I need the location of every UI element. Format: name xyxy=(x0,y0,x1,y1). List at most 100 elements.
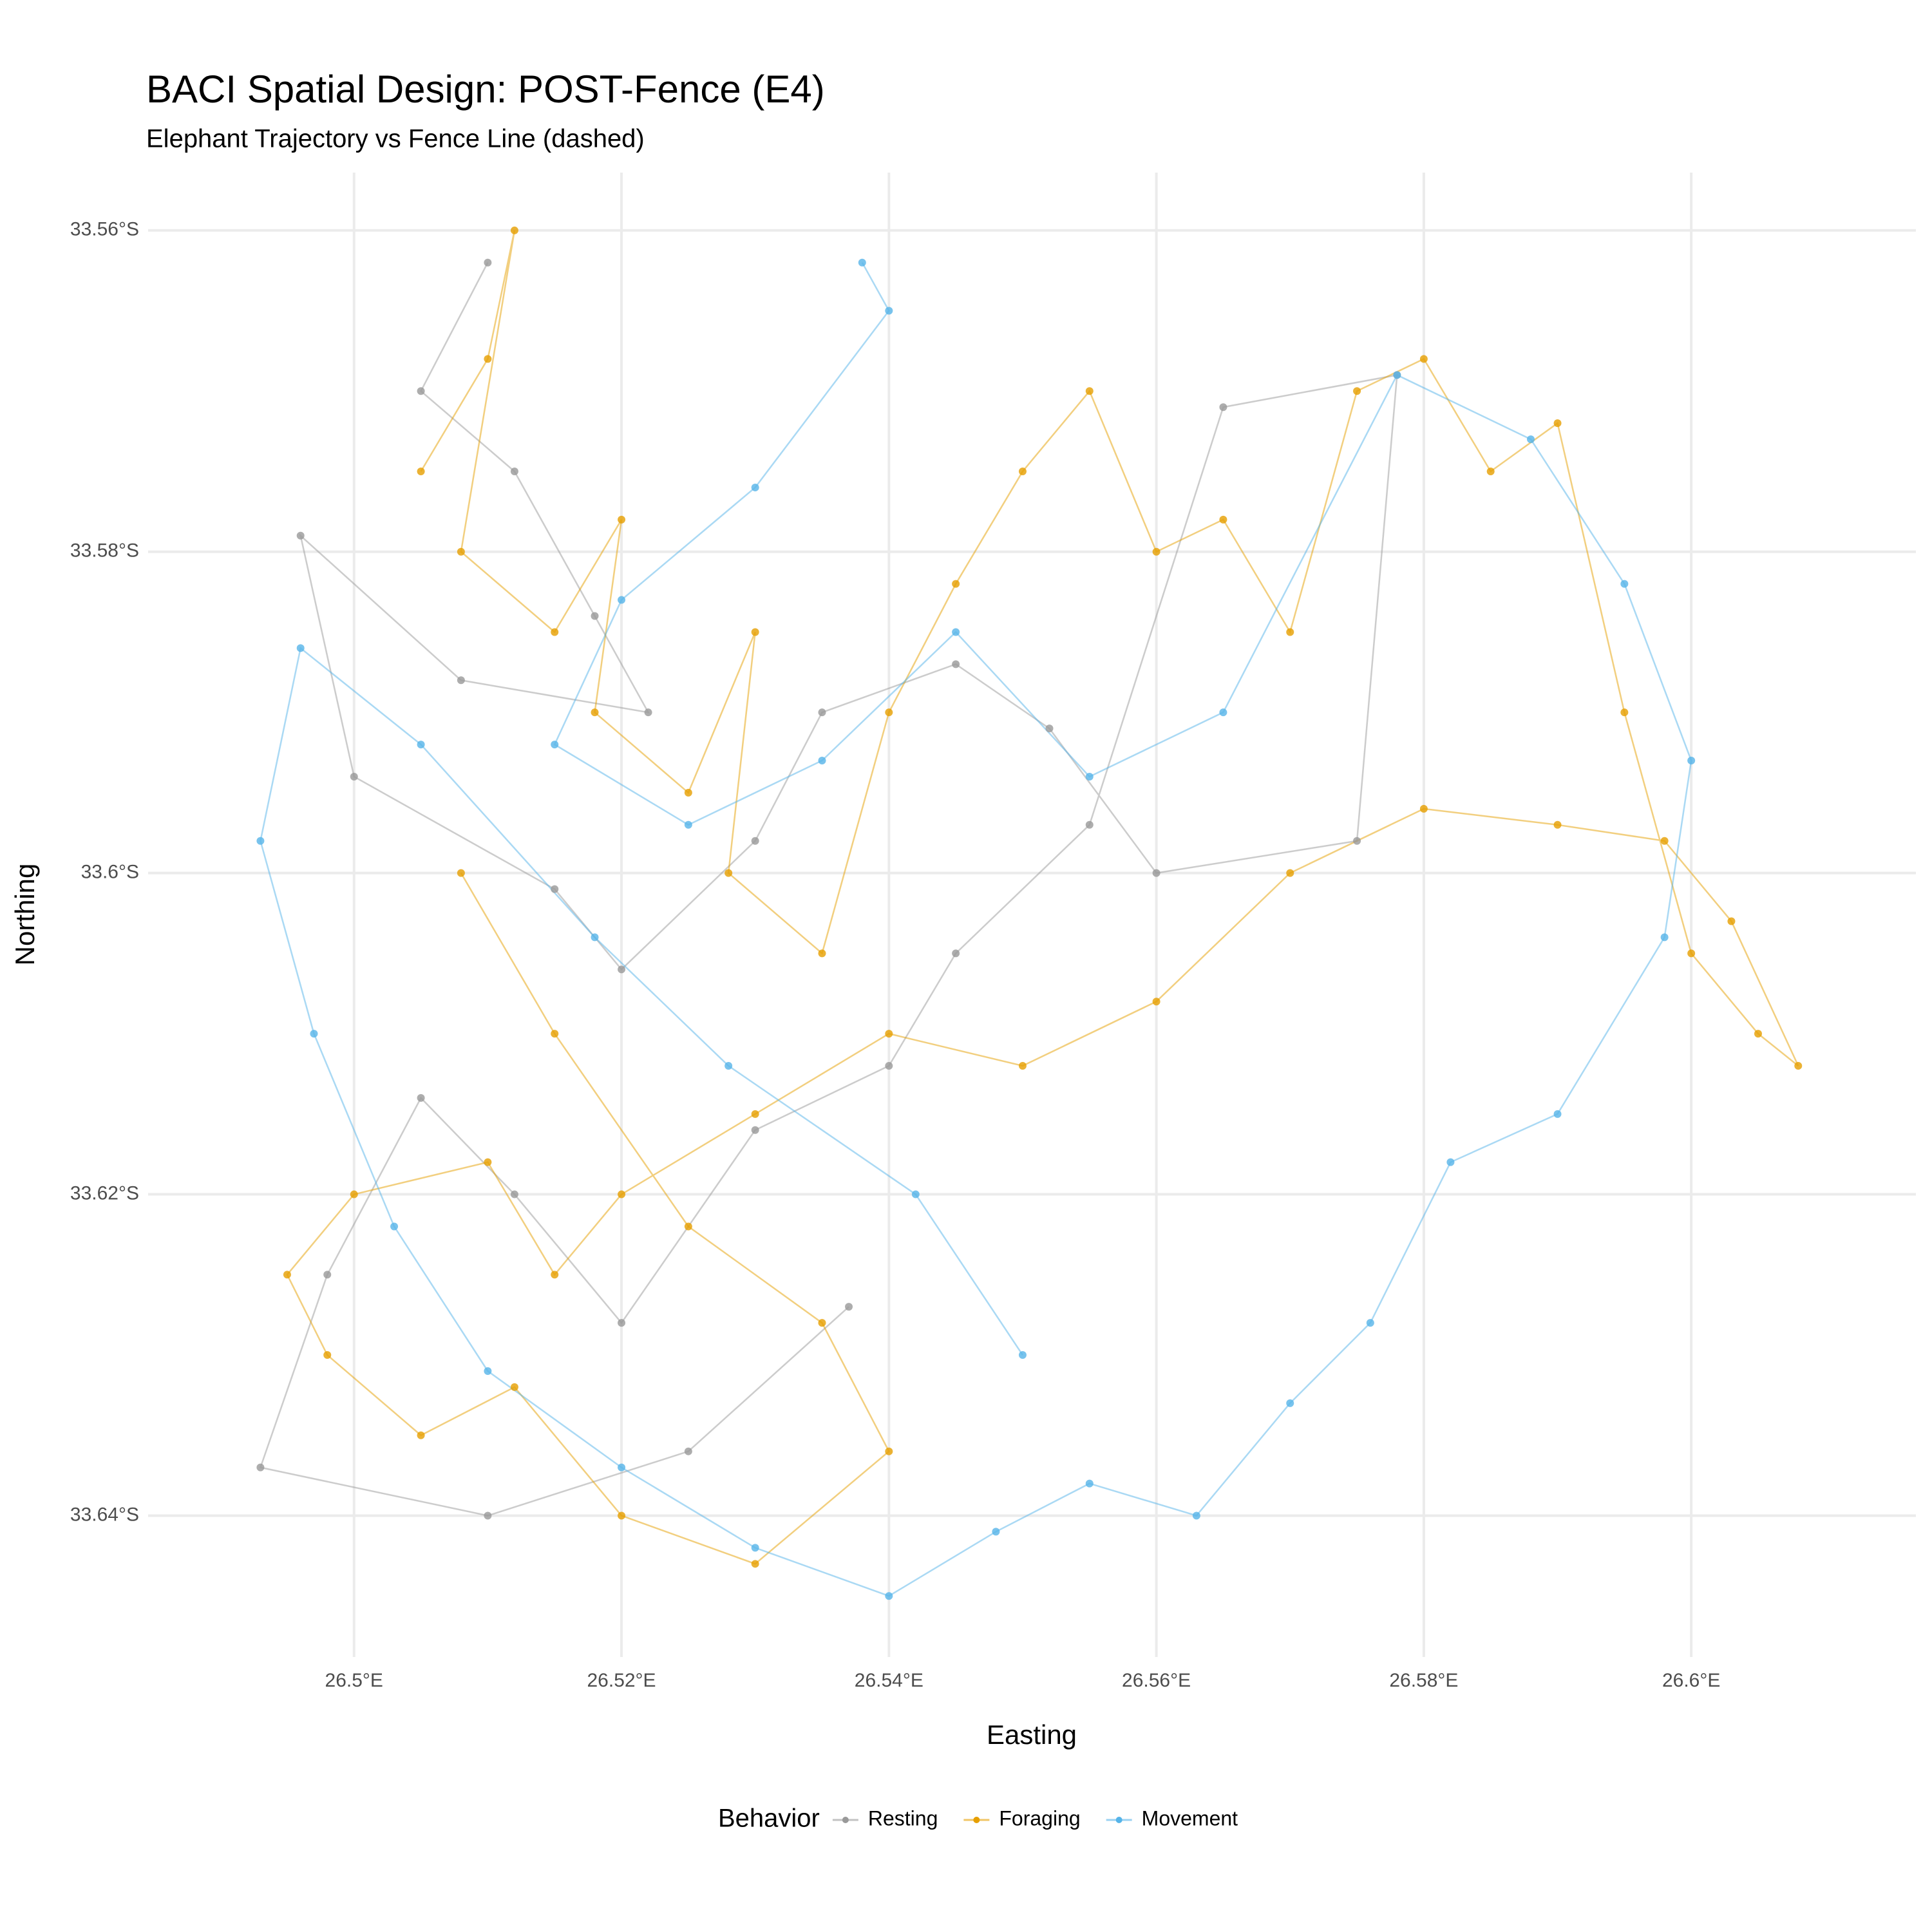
point xyxy=(1419,804,1428,813)
point xyxy=(417,467,425,475)
point xyxy=(618,1190,626,1198)
point xyxy=(296,644,305,652)
point xyxy=(510,226,518,234)
point xyxy=(256,1463,265,1472)
point xyxy=(885,1030,893,1038)
point xyxy=(1526,435,1535,444)
point xyxy=(644,708,652,717)
legend-label: Foraging xyxy=(999,1806,1080,1830)
x-tick-label: 26.6°E xyxy=(1662,1670,1720,1691)
point xyxy=(1620,708,1629,717)
point xyxy=(256,837,265,845)
point xyxy=(1353,837,1361,845)
x-tick-label: 26.54°E xyxy=(855,1670,923,1691)
point xyxy=(551,741,559,749)
y-tick-label: 33.62°S xyxy=(70,1182,139,1204)
point xyxy=(283,1271,291,1279)
point xyxy=(1219,515,1227,524)
point xyxy=(484,355,492,363)
point xyxy=(952,580,960,588)
point xyxy=(457,869,465,877)
y-tick-label: 33.58°S xyxy=(70,540,139,562)
point xyxy=(484,1511,492,1520)
point xyxy=(618,596,626,604)
point xyxy=(751,837,759,845)
point xyxy=(1219,403,1227,412)
point xyxy=(751,1126,759,1134)
point xyxy=(323,1351,332,1359)
point xyxy=(911,1190,920,1198)
point xyxy=(417,1431,425,1439)
y-tick-label: 33.6°S xyxy=(81,862,139,883)
y-axis-title: Northing xyxy=(10,864,40,966)
point xyxy=(818,1319,826,1327)
point xyxy=(1286,628,1294,636)
point xyxy=(618,1463,626,1472)
point xyxy=(952,660,960,668)
point xyxy=(618,965,626,974)
point xyxy=(484,258,492,267)
point xyxy=(885,307,893,315)
legend: Behavior Resting Foraging Movement xyxy=(718,1804,1238,1833)
point xyxy=(1660,837,1669,845)
point xyxy=(1486,467,1495,475)
point xyxy=(818,949,826,958)
point xyxy=(885,1061,893,1070)
point xyxy=(751,1560,759,1568)
point xyxy=(1152,547,1160,556)
point xyxy=(751,1110,759,1118)
point xyxy=(818,708,826,717)
point xyxy=(1219,708,1227,717)
point xyxy=(1192,1511,1200,1520)
point xyxy=(390,1222,399,1231)
point xyxy=(1366,1319,1374,1327)
point xyxy=(1085,772,1094,781)
point xyxy=(510,467,518,475)
legend-key-point xyxy=(842,1817,849,1823)
point xyxy=(1152,869,1160,877)
legend-title: Behavior xyxy=(718,1804,820,1833)
x-tick-label: 26.56°E xyxy=(1122,1670,1191,1691)
point xyxy=(551,885,559,893)
point xyxy=(510,1190,518,1198)
point xyxy=(1794,1061,1803,1070)
point xyxy=(684,1222,692,1231)
x-axis-title: Easting xyxy=(987,1719,1077,1750)
plot-area xyxy=(256,226,1803,1600)
x-tick-label: 26.52°E xyxy=(587,1670,656,1691)
y-tick-label: 33.64°S xyxy=(70,1504,139,1525)
point xyxy=(1727,917,1736,925)
legend-label: Movement xyxy=(1142,1806,1238,1830)
point xyxy=(591,933,599,942)
point xyxy=(1353,387,1361,395)
point xyxy=(310,1030,318,1038)
point xyxy=(724,869,733,877)
trajectory-line xyxy=(286,230,1799,1565)
point xyxy=(885,708,893,717)
point xyxy=(1553,419,1562,428)
point xyxy=(1687,757,1696,765)
point xyxy=(1286,869,1294,877)
point xyxy=(551,628,559,636)
point xyxy=(1553,820,1562,829)
trajectory-line xyxy=(259,262,1398,1517)
point xyxy=(992,1528,1000,1536)
point xyxy=(1419,355,1428,363)
point xyxy=(618,515,626,524)
legend-label: Resting xyxy=(868,1806,938,1830)
point xyxy=(457,547,465,556)
point xyxy=(323,1271,332,1279)
point xyxy=(885,1447,893,1455)
point xyxy=(350,1190,358,1198)
point xyxy=(858,258,866,267)
point xyxy=(618,1511,626,1520)
point xyxy=(684,788,692,797)
chart-subtitle: Elephant Trajectory vs Fence Line (dashe… xyxy=(146,125,645,153)
point xyxy=(350,772,358,781)
point xyxy=(1018,1061,1027,1070)
point xyxy=(751,628,759,636)
point xyxy=(724,1061,733,1070)
point xyxy=(1754,1030,1762,1038)
point xyxy=(1085,820,1094,829)
